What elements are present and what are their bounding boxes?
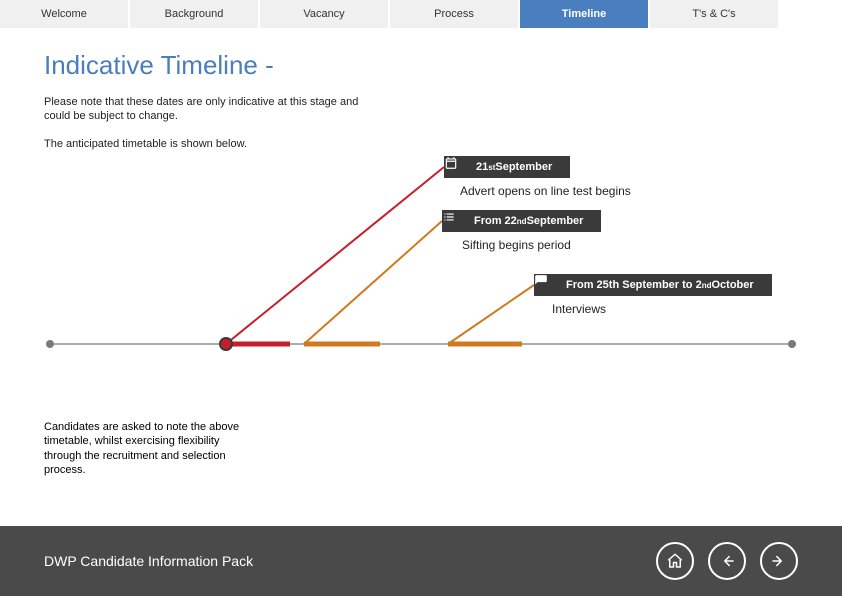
tab-process[interactable]: Process: [390, 0, 520, 28]
timeline-diagram: 21st September Advert opens on line test…: [44, 143, 798, 363]
footer-label: DWP Candidate Information Pack: [44, 553, 253, 569]
arrow-left-icon: [718, 552, 736, 570]
home-button[interactable]: [656, 542, 694, 580]
tab-ts-cs[interactable]: T's & C's: [650, 0, 780, 28]
tab-bar: Welcome Background Vacancy Process Timel…: [0, 0, 842, 28]
callout-sift: From 22nd September: [442, 210, 601, 232]
callout-label: 21st September: [466, 156, 570, 178]
tab-label: Process: [434, 8, 474, 20]
callout-advert: 21st September: [444, 156, 570, 178]
footer: DWP Candidate Information Pack: [0, 526, 842, 596]
footnote: Candidates are asked to note the above t…: [44, 420, 244, 477]
next-button[interactable]: [760, 542, 798, 580]
home-icon: [666, 552, 684, 570]
tab-label: Welcome: [41, 8, 87, 20]
arrow-right-icon: [770, 552, 788, 570]
timeline-svg: [44, 143, 798, 363]
tab-timeline[interactable]: Timeline: [520, 0, 650, 28]
nav-buttons: [656, 542, 798, 580]
list-icon: [442, 210, 464, 232]
tab-background[interactable]: Background: [130, 0, 260, 28]
callout-sub: Advert opens on line test begins: [460, 184, 631, 198]
callout-label: From 25th September to 2nd October: [556, 274, 772, 296]
callout-sub: Interviews: [552, 302, 606, 316]
callout-interviews: From 25th September to 2nd October: [534, 274, 772, 296]
page-title: Indicative Timeline -: [44, 50, 798, 81]
chat-icon: [534, 274, 556, 296]
tab-label: Background: [165, 8, 224, 20]
intro-text-1: Please note that these dates are only in…: [44, 95, 374, 124]
callout-label: From 22nd September: [464, 210, 601, 232]
main-content: Indicative Timeline - Please note that t…: [0, 28, 842, 150]
tab-label: T's & C's: [692, 8, 735, 20]
calendar-icon: [444, 156, 466, 178]
prev-button[interactable]: [708, 542, 746, 580]
tab-vacancy[interactable]: Vacancy: [260, 0, 390, 28]
tab-welcome[interactable]: Welcome: [0, 0, 130, 28]
tab-label: Vacancy: [303, 8, 344, 20]
tab-label: Timeline: [562, 8, 606, 20]
callout-sub: Sifting begins period: [462, 238, 571, 252]
